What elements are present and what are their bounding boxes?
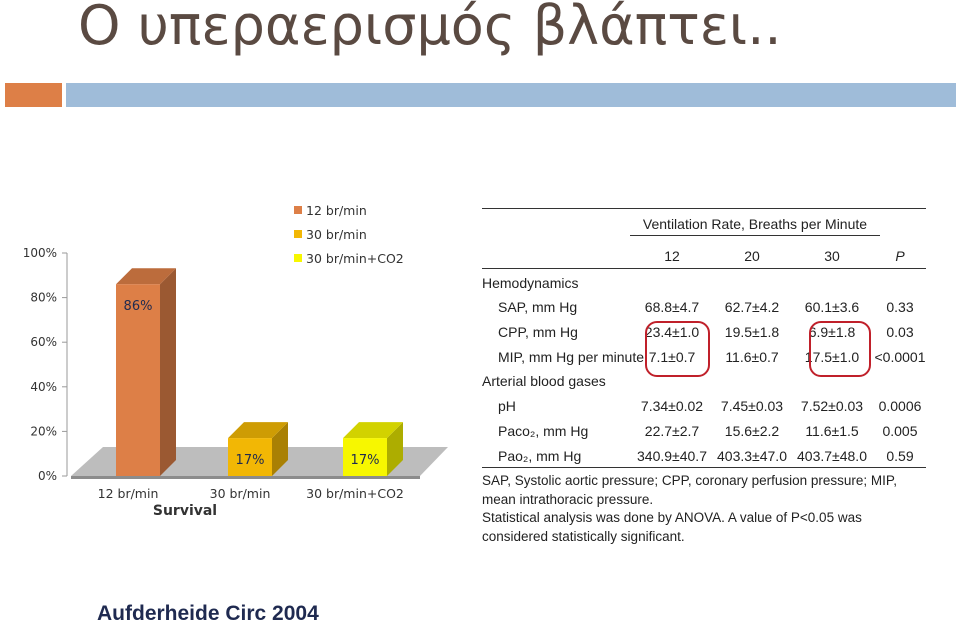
x-tick-label: 30 br/min+CO2 [306, 486, 404, 501]
legend-swatch [294, 206, 302, 214]
x-axis-title: Survival [153, 503, 217, 519]
table-footnote-abbrev: SAP, Systolic aortic pressure; CPP, coro… [482, 473, 897, 507]
legend-label: 12 br/min [306, 203, 367, 218]
y-tick-label: 0% [38, 469, 57, 483]
table-cell: 0.03 [886, 324, 914, 340]
bar-side [272, 422, 288, 476]
table-cell: 0.33 [886, 299, 914, 315]
table-cell: 403.7±48.0 [797, 448, 867, 464]
table-group-header: Ventilation Rate, Breaths per Minute [642, 216, 868, 232]
x-tick-label: 30 br/min [210, 486, 271, 501]
table-cell: 60.1±3.6 [804, 299, 860, 315]
highlight-circle-12 [645, 321, 710, 377]
table-cell: 62.7±4.2 [724, 299, 780, 315]
table-cell: 68.8±4.7 [644, 299, 700, 315]
table-footnote-stats: Statistical analysis was done by ANOVA. … [482, 510, 862, 544]
y-tick-label: 60% [30, 335, 57, 349]
chart-floor-edge [71, 476, 420, 479]
bar-top [343, 422, 403, 439]
table-cell: 7.1±0.7 [648, 349, 696, 365]
table-row-label-pao2: Pao₂, mm Hg [498, 448, 582, 464]
table-row-label-mip: MIP, mm Hg per minute [498, 349, 645, 365]
bar-side [387, 422, 403, 476]
table-rule-bottom [482, 467, 926, 468]
column-header-12: 12 [664, 248, 680, 264]
table-row-label-sap: SAP, mm Hg [498, 299, 578, 315]
accent-bar-blue [66, 83, 956, 107]
table-row-label-ph: pH [498, 398, 516, 414]
table-cell: 17.5±1.0 [804, 349, 860, 365]
data-label: 86% [124, 299, 153, 314]
table-cell: 11.6±1.5 [805, 423, 859, 439]
table-section-blood-gases: Arterial blood gases [482, 373, 606, 389]
table-cell: 7.45±0.03 [720, 398, 784, 414]
y-tick-label: 40% [30, 380, 57, 394]
table-cell: 340.9±40.7 [637, 448, 707, 464]
x-tick-label: 12 br/min [98, 486, 159, 501]
accent-bar-orange [5, 83, 62, 107]
bar-side [160, 268, 176, 476]
y-tick-label: 100% [23, 246, 57, 260]
column-header-30: 30 [824, 248, 840, 264]
table-cell: 15.6±2.2 [724, 423, 780, 439]
y-tick-label: 80% [30, 291, 57, 305]
highlight-circle-30 [809, 321, 871, 377]
legend-swatch [294, 230, 302, 238]
table-rule-top [482, 208, 926, 209]
table-cell: 7.34±0.02 [640, 398, 704, 414]
bar [228, 438, 272, 476]
table-row-label-paco2: Paco₂, mm Hg [498, 423, 589, 439]
bar [116, 284, 160, 476]
column-header-20: 20 [744, 248, 760, 264]
table-cell: 23.4±1.0 [644, 324, 700, 340]
table-cell: 403.3±47.0 [717, 448, 787, 464]
table-cell: 19.5±1.8 [724, 324, 780, 340]
table-cell: 7.52±0.03 [800, 398, 864, 414]
citation: Aufderheide Circ 2004 [97, 602, 319, 625]
table-cell: 0.005 [882, 423, 918, 439]
y-tick-label: 20% [30, 424, 57, 438]
data-label: 17% [236, 453, 265, 468]
slide-title: Ο υπεραερισμός βλάπτει.. [78, 0, 782, 57]
bar [343, 438, 387, 476]
table-rule-header [482, 268, 926, 269]
table-cell: 0.0006 [878, 398, 922, 414]
legend-swatch [294, 254, 302, 262]
table-cell: 22.7±2.7 [644, 423, 700, 439]
bar-top [116, 268, 176, 285]
data-label: 17% [351, 453, 380, 468]
survival-bar-chart: 0% 20% 40% 60% 80% 100% 86% 12 br/min 17% 30 br/m… [23, 203, 448, 519]
table-cell: 11.6±0.7 [725, 349, 779, 365]
legend-label: 30 br/min+CO2 [306, 251, 404, 266]
legend-label: 30 br/min [306, 227, 367, 242]
table-section-hemodynamics: Hemodynamics [482, 275, 579, 291]
bar-top [228, 422, 288, 439]
table-cell: 0.59 [886, 448, 914, 464]
table-rule-group [630, 235, 880, 236]
table-cell: <0.0001 [874, 349, 926, 365]
column-header-p: P [895, 248, 905, 264]
table-row-label-cpp: CPP, mm Hg [498, 324, 578, 340]
